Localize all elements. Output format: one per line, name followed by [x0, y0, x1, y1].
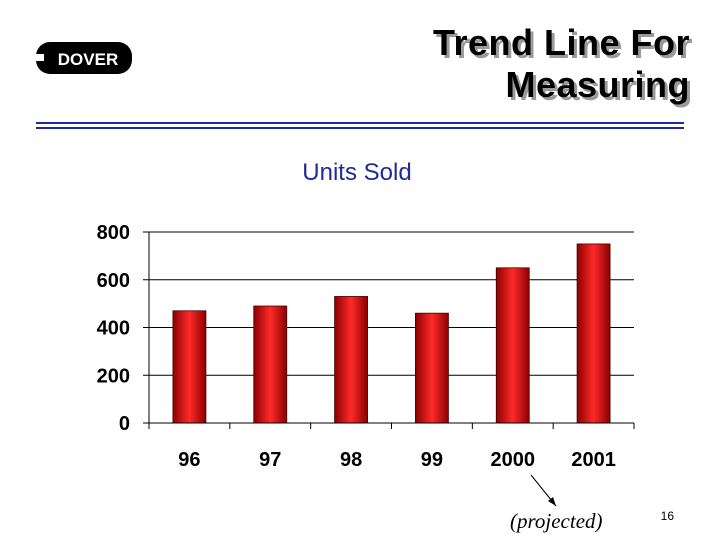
bar-2000 — [495, 267, 530, 424]
x-tick-label: 99 — [421, 449, 443, 471]
dover-logo: DOVER — [36, 42, 132, 74]
slide-title-line1: Trend Line For — [432, 22, 690, 63]
chart-bars — [172, 243, 611, 424]
x-tick-label: 97 — [259, 449, 281, 471]
x-tick-label: 2001 — [571, 449, 616, 471]
projected-annotation: (projected) — [510, 509, 603, 533]
y-tick-label: 800 — [97, 222, 130, 244]
title-rule-bottom — [36, 127, 684, 129]
chart-title: Units Sold — [302, 159, 411, 186]
slide-title: Trend Line For Measuring — [433, 22, 690, 106]
bar-96 — [172, 310, 207, 424]
chart-gridlines — [149, 231, 634, 424]
bar-2001 — [576, 243, 611, 424]
y-tick-label: 600 — [97, 270, 130, 292]
bar-97 — [253, 305, 288, 424]
x-tick-label: 2000 — [491, 449, 536, 471]
y-tick-label: 400 — [97, 318, 130, 340]
logo-text: DOVER — [58, 50, 118, 69]
y-tick-label: 0 — [119, 413, 130, 435]
bar-98 — [334, 296, 368, 424]
x-tick-label: 96 — [178, 449, 200, 471]
slide-title-line2: Measuring — [505, 64, 690, 105]
bar-99 — [415, 312, 449, 424]
x-tick-label: 98 — [340, 449, 362, 471]
page-number: 16 — [660, 509, 674, 523]
y-tick-label: 200 — [97, 365, 130, 387]
y-axis: 0 200 400 600 800 — [97, 222, 150, 435]
x-axis: 96 97 98 99 2000 2001 — [148, 422, 635, 471]
projected-arrow-head — [548, 497, 556, 506]
title-rule-top — [36, 122, 684, 124]
